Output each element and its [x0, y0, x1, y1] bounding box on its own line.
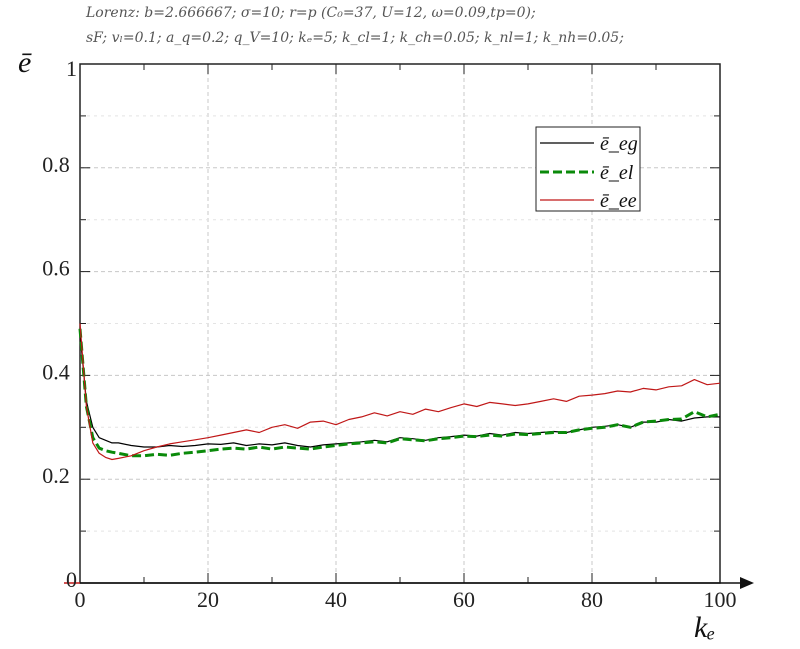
y-tick-label: 0 — [66, 567, 77, 592]
x-tick-label: 60 — [453, 587, 475, 612]
x-tick-label: 0 — [75, 587, 86, 612]
y-axis-label: ē — [18, 46, 32, 79]
x-axis-arrow-icon — [740, 577, 754, 589]
axis-ticks — [79, 63, 721, 584]
y-tick-label: 0.2 — [42, 463, 70, 488]
x-tick-label: 40 — [325, 587, 347, 612]
y-tick-label: 0.4 — [42, 359, 70, 384]
y-tick-label: 1 — [66, 56, 77, 81]
legend: ē_eg ē_el ē_ee — [535, 126, 641, 212]
x-axis-label: kₑ — [694, 611, 715, 644]
x-tick-label: 20 — [197, 587, 219, 612]
grid — [80, 64, 720, 583]
y-tick-label: 0.8 — [42, 152, 70, 177]
x-tick-label: 100 — [704, 587, 737, 612]
series-line-el — [78, 328, 721, 458]
caption-line-2: sF; vₗ=0.1; a_q=0.2; q_V=10; kₑ=5; k_cl=… — [86, 30, 624, 46]
legend-label-eg: ē_eg — [600, 133, 638, 155]
series-line-ee — [79, 323, 721, 461]
caption-line-1: Lorenz: b=2.666667; σ=10; r=p (C₀=37, U=… — [85, 5, 536, 21]
series-layer — [78, 323, 721, 461]
y-tick-label: 0.6 — [42, 256, 70, 281]
tick-labels: 0 20 40 60 80 100 0 0.2 0.4 0.6 0.8 1 — [42, 56, 736, 612]
legend-label-ee: ē_ee — [600, 190, 637, 212]
x-tick-label: 80 — [581, 587, 603, 612]
legend-label-el: ē_el — [600, 162, 634, 184]
legend-box — [535, 126, 641, 212]
